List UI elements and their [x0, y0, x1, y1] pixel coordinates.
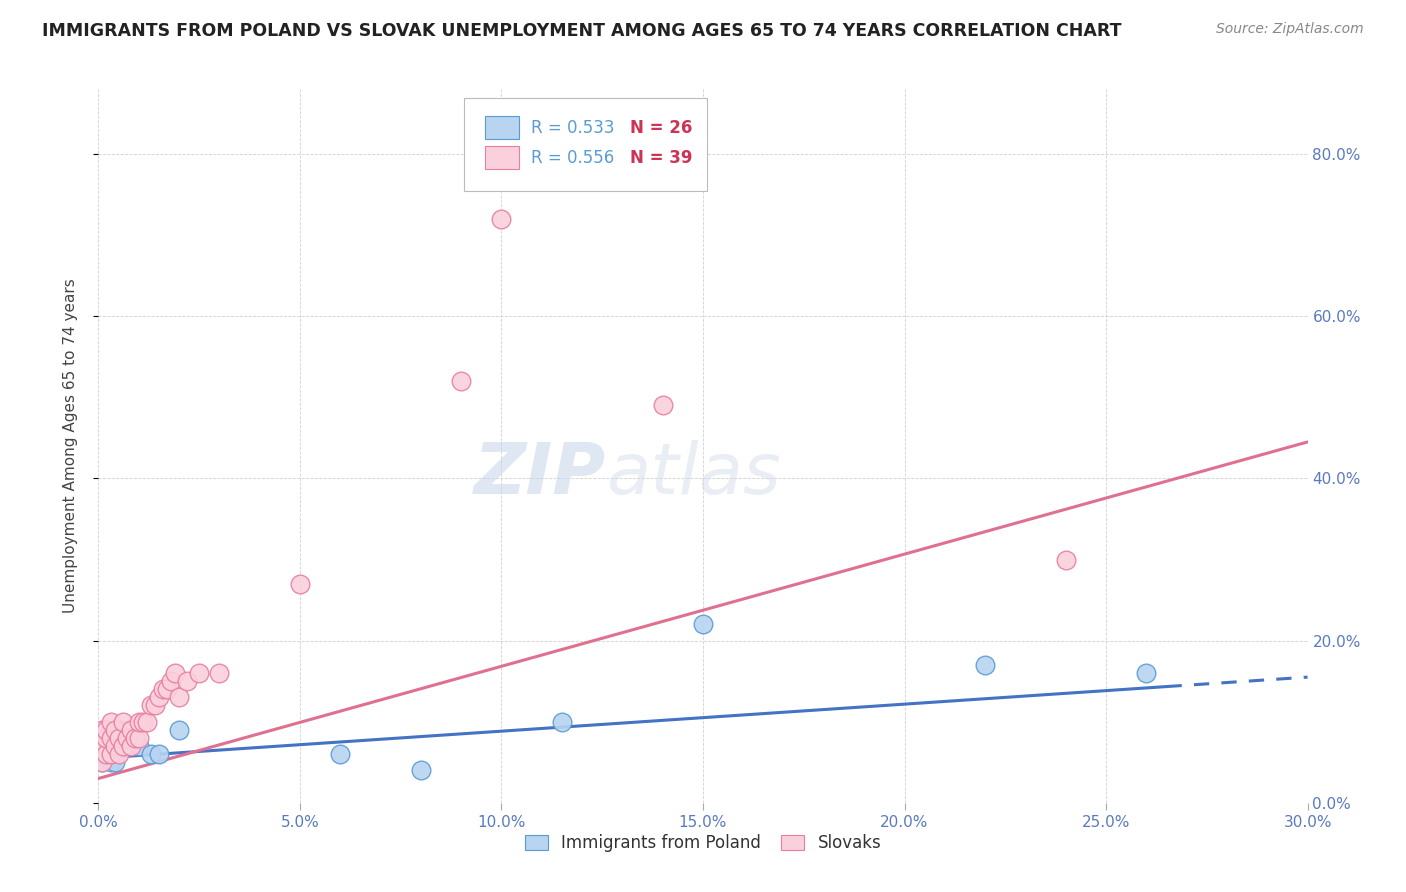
Point: [176, 674, 198, 689]
Text: R = 0.556: R = 0.556: [531, 149, 614, 167]
Point: [163, 666, 186, 681]
Point: [100, 731, 122, 745]
Point: [115, 723, 138, 737]
Point: [156, 682, 179, 697]
Point: [409, 764, 432, 778]
Point: [120, 739, 142, 753]
Point: [107, 731, 129, 745]
Point: [288, 577, 311, 591]
Point: [1054, 552, 1077, 566]
Point: [111, 739, 134, 753]
FancyBboxPatch shape: [485, 116, 519, 139]
Point: [167, 723, 190, 737]
Point: [103, 739, 125, 753]
Point: [107, 739, 129, 753]
Text: R = 0.533: R = 0.533: [531, 119, 614, 136]
Text: atlas: atlas: [606, 440, 780, 509]
Point: [96, 731, 118, 745]
Point: [128, 731, 150, 745]
Text: N = 39: N = 39: [630, 149, 693, 167]
Y-axis label: Unemployment Among Ages 65 to 74 years: Unemployment Among Ages 65 to 74 years: [63, 278, 77, 614]
Point: [1135, 666, 1157, 681]
Point: [120, 723, 142, 737]
Point: [111, 714, 134, 729]
Point: [96, 747, 118, 761]
Point: [128, 739, 150, 753]
Point: [974, 657, 997, 672]
Point: [100, 747, 122, 761]
Point: [100, 756, 122, 770]
Point: [329, 747, 352, 761]
Point: [551, 714, 574, 729]
Point: [103, 756, 125, 770]
Point: [651, 399, 673, 413]
Point: [139, 698, 162, 713]
Text: ZIP: ZIP: [474, 440, 606, 509]
Legend: Immigrants from Poland, Slovaks: Immigrants from Poland, Slovaks: [517, 828, 889, 859]
Point: [96, 723, 118, 737]
Point: [91, 739, 114, 753]
Text: N = 26: N = 26: [630, 119, 693, 136]
Point: [103, 723, 125, 737]
Point: [139, 747, 162, 761]
Point: [100, 747, 122, 761]
Point: [160, 674, 183, 689]
Point: [491, 211, 513, 226]
FancyBboxPatch shape: [464, 98, 707, 191]
Point: [100, 714, 122, 729]
Point: [167, 690, 190, 705]
Point: [128, 714, 150, 729]
Point: [450, 374, 472, 388]
Point: [188, 666, 211, 681]
Point: [107, 723, 129, 737]
Point: [111, 731, 134, 745]
Point: [135, 714, 157, 729]
Text: IMMIGRANTS FROM POLAND VS SLOVAK UNEMPLOYMENT AMONG AGES 65 TO 74 YEARS CORRELAT: IMMIGRANTS FROM POLAND VS SLOVAK UNEMPLO…: [42, 22, 1122, 40]
Point: [91, 747, 114, 761]
Point: [100, 731, 122, 745]
Point: [107, 747, 129, 761]
Point: [115, 731, 138, 745]
Point: [96, 747, 118, 761]
Point: [120, 723, 142, 737]
FancyBboxPatch shape: [485, 146, 519, 169]
Point: [132, 714, 155, 729]
Point: [143, 698, 166, 713]
Point: [91, 756, 114, 770]
Point: [208, 666, 231, 681]
Point: [91, 731, 114, 745]
Point: [124, 731, 146, 745]
Point: [91, 756, 114, 770]
Point: [96, 723, 118, 737]
Text: Source: ZipAtlas.com: Source: ZipAtlas.com: [1216, 22, 1364, 37]
Point: [91, 723, 114, 737]
Point: [96, 739, 118, 753]
Point: [692, 617, 714, 632]
Point: [148, 690, 170, 705]
Point: [148, 747, 170, 761]
Point: [103, 739, 125, 753]
Point: [152, 682, 174, 697]
